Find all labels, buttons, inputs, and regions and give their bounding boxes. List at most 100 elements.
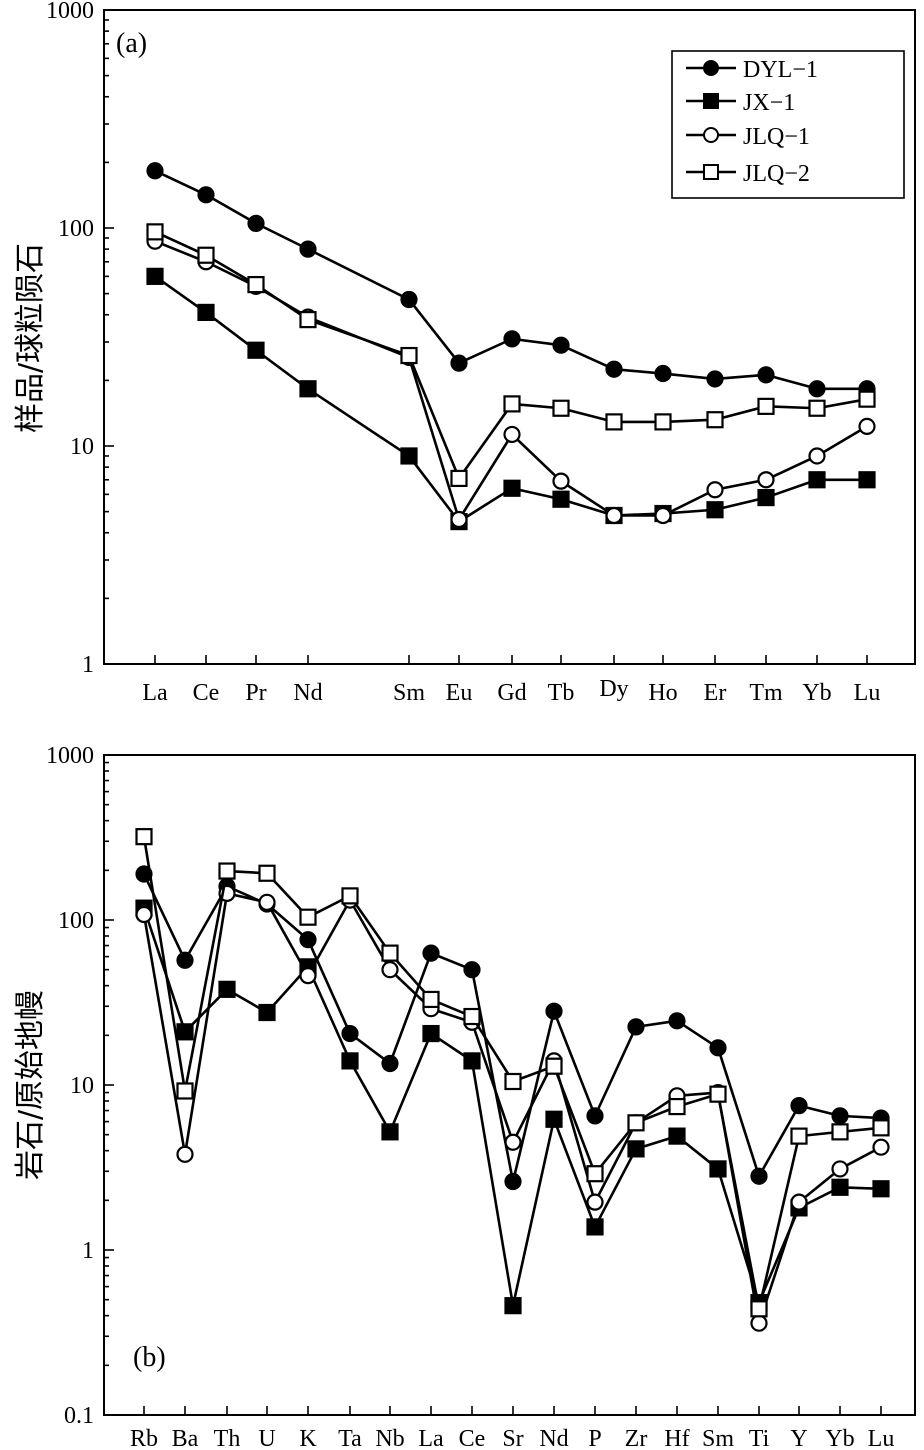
- panel-b-series-jx-1-point-lu: [872, 1180, 890, 1198]
- panel-a-series-jlq-2-point-dy: [605, 413, 623, 431]
- panel-a-x-tick-label-eu: Eu: [446, 680, 473, 706]
- panel-a-x-tick-label-la: La: [142, 680, 168, 706]
- panel-a-series-jlq-2-point-nd: [299, 311, 317, 329]
- panel-b-x-tick-label-lu: Lu: [868, 1426, 895, 1450]
- panel-a-series-jx-1-point-ce: [197, 303, 215, 322]
- panel-a-series-dyl-1-point-dy: [605, 360, 623, 378]
- panel-b-series-jlq-1-point-p: [586, 1193, 604, 1211]
- panel-a-series-jlq-1-point-er: [706, 481, 724, 499]
- panel-b-series-jlq-2-point-la: [422, 990, 440, 1009]
- panel-b-x-tick-label-k: K: [299, 1426, 317, 1450]
- panel-b-x-tick-label-sm: Sm: [702, 1426, 734, 1450]
- panel-b-series-dyl-1-point-nb: [381, 1054, 399, 1073]
- panel-a-series-jx-1-point-yb: [808, 471, 826, 489]
- panel-b-x-tick-label-u: U: [258, 1426, 275, 1450]
- panel-b-y-tick-label: 1: [82, 1238, 94, 1264]
- panel-a-series-jlq-2-point-yb: [808, 399, 826, 417]
- panel-b-x-tick-label-ta: Ta: [338, 1426, 362, 1450]
- panel-a-series-jx-1-point-sm: [400, 447, 418, 465]
- panel-a-y-ticks: 1 10 100 1000: [46, 0, 114, 678]
- panel-b-series-jlq-2-point-nb: [381, 944, 399, 962]
- panel-a-y-tick-label: 10: [70, 434, 94, 460]
- panel-a-series-jlq-2-point-eu: [450, 469, 468, 488]
- panel-b-series-dyl-1-point-sm: [709, 1039, 727, 1057]
- panel-b-x-tick-label-ce: Ce: [459, 1426, 486, 1450]
- panel-b-label: (b): [133, 1342, 166, 1373]
- panel-a-series-dyl-1-point-ho: [654, 364, 672, 383]
- panel-a-series-dyl-1-point-ce: [197, 186, 215, 204]
- panel-b-series-jx-1: [135, 899, 890, 1315]
- panel-b-series: [135, 828, 890, 1332]
- panel-b-x-tick-label-sr: Sr: [502, 1426, 523, 1450]
- legend-entry-dyl-1: DYL−1: [686, 57, 818, 83]
- panel-b-series-jx-1-point-th: [218, 980, 236, 998]
- panel-a-series-dyl-1-point-la: [146, 162, 164, 180]
- legend: DYL−1 JX−1 JLQ−1 JLQ−2: [671, 50, 905, 199]
- panel-a-series-jlq-1-point-yb: [808, 447, 826, 465]
- panel-a-label: (a): [116, 28, 147, 59]
- panel-a-series-dyl-1-point-gd: [503, 330, 521, 348]
- panel-b-series-jx-1-point-sm: [709, 1160, 727, 1178]
- panel-a-x-tick-label-tb: Tb: [548, 680, 575, 706]
- panel-b-x-tick-label-la: La: [418, 1426, 444, 1450]
- legend-marker-open-circle: [703, 127, 719, 143]
- panel-b-series-dyl-1-point-ti: [750, 1167, 768, 1185]
- panel-a-series-dyl-1-point-pr: [247, 214, 265, 232]
- legend-entry-jlq-1: JLQ−1: [686, 124, 810, 150]
- panel-b-series-jlq-2-point-y: [790, 1127, 808, 1145]
- panel-b-series-jlq-2-point-lu: [872, 1119, 890, 1137]
- legend-label-jlq-2: JLQ−2: [743, 161, 810, 187]
- panel-a-series-jlq-1-point-ho: [654, 506, 672, 525]
- legend-marker-filled-circle: [703, 60, 719, 76]
- panel-a-series-jlq-2-point-pr: [247, 276, 265, 294]
- panel-b-series-jlq-2-point-rb: [135, 828, 153, 846]
- panel-a-series-jlq-2: [146, 223, 876, 488]
- legend-entry-jlq-2: JLQ−2: [686, 161, 810, 187]
- panel-b-series-dyl-1-point-ta: [341, 1024, 359, 1043]
- panel-b-series-jx-1-point-la: [422, 1024, 440, 1043]
- panel-b-x-tick-label-th: Th: [214, 1426, 241, 1450]
- legend-marker-open-square: [703, 164, 719, 180]
- panel-a-series-jlq-2-point-tm: [757, 397, 775, 415]
- panel-a-series-dyl-1-point-eu: [450, 354, 468, 372]
- panel-b-series-jlq-2-point-u: [258, 864, 276, 882]
- panel-b-series-jlq-2: [135, 828, 890, 1318]
- panel-b-y-tick-label: 100: [58, 908, 94, 934]
- panel-a-x-tick-label-tm: Tm: [749, 680, 783, 706]
- panel-a-x-tick-label-gd: Gd: [497, 680, 526, 706]
- panel-b-x-tick-label-hf: Hf: [664, 1426, 689, 1450]
- panel-b-series-dyl-1-point-p: [586, 1107, 604, 1125]
- panel-b-series-dyl-1-point-ce: [463, 961, 481, 979]
- panel-b-x-tick-label-ba: Ba: [172, 1426, 199, 1450]
- panel-a-x-tick-label-er: Er: [704, 680, 727, 706]
- panel-b-series-jx-1-point-u: [258, 1003, 276, 1022]
- panel-b-series-jx-1-point-ta: [341, 1052, 359, 1070]
- panel-b-x-tick-label-nb: Nb: [375, 1426, 404, 1450]
- panel-b-series-jlq-2-point-th: [218, 862, 236, 880]
- panel-b-series-dyl-1-point-la: [422, 944, 440, 962]
- panel-a-series-dyl-1-point-tm: [757, 366, 775, 384]
- legend-label-dyl-1: DYL−1: [743, 57, 818, 83]
- panel-a-series-jlq-1-point-eu: [450, 510, 468, 529]
- panel-b-y-ticks: 0.1 1 10 100 1000: [46, 743, 114, 1429]
- panel-b-series-jx-1-point-zr: [627, 1140, 645, 1158]
- panel-a-x-tick-label-yb: Yb: [802, 680, 831, 706]
- panel-a-y-tick-label: 100: [58, 216, 94, 242]
- panel-a-x-tick-label-lu: Lu: [854, 680, 881, 706]
- legend-marker-filled-square: [703, 93, 719, 109]
- panel-a-x-tick-label-nd: Nd: [293, 680, 322, 706]
- panel-a-series-dyl-1-point-nd: [299, 240, 317, 258]
- panel-b-series-jlq-2-point-ta: [341, 887, 359, 905]
- panel-b-series-jlq-2-line: [142, 836, 882, 1311]
- panel-a-y-tick-label: 1000: [46, 0, 94, 24]
- panel-b-series-jlq-2-point-nd: [545, 1057, 563, 1075]
- panel-b-series-jlq-1-point-y: [790, 1193, 808, 1211]
- panel-b-series-jx-1-point-sr: [504, 1297, 522, 1315]
- panel-b-y-tick-label: 1000: [46, 743, 94, 769]
- panel-b-series-jlq-1-point-lu: [872, 1138, 890, 1156]
- panel-b-series-dyl-1-point-nd: [545, 1002, 563, 1020]
- panel-a-series-jlq-2-point-tb: [552, 399, 570, 417]
- panel-a-y-tick-label: 1: [82, 652, 94, 678]
- panel-b-series-jx-1-point-hf: [668, 1127, 686, 1145]
